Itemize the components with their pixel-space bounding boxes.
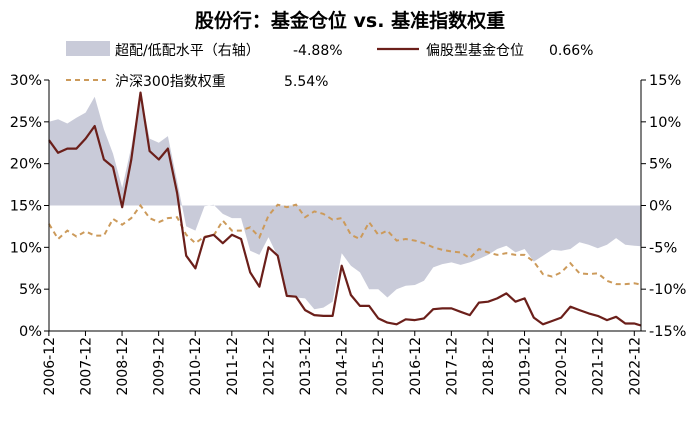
x-tick-label: 2012-12 (261, 337, 277, 396)
left-tick-label: 0% (19, 324, 42, 340)
chart-title: 股份行：基金仓位 vs. 基准指数权重 (195, 9, 505, 32)
x-tick-label: 2015-12 (371, 337, 387, 396)
right-tick-label: -15% (649, 324, 686, 340)
x-tick-label: 2016-12 (408, 337, 424, 396)
x-tick-label: 2018-12 (481, 337, 497, 396)
legend-label-fund: 偏股型基金仓位 (426, 42, 524, 59)
legend-swatch-overweight (66, 41, 110, 56)
x-tick-label: 2013-12 (298, 337, 314, 396)
left-tick-label: 5% (19, 282, 42, 298)
right-tick-label: -5% (649, 240, 677, 256)
x-tick-label: 2014-12 (335, 337, 351, 396)
legend-label-index: 沪深300指数权重 (115, 74, 226, 90)
legend-value-index: 5.54% (284, 74, 328, 90)
overweight-area (49, 92, 641, 310)
x-tick-label: 2007-12 (78, 337, 94, 396)
right-tick-label: 15% (649, 73, 681, 89)
legend-label-overweight: 超配/低配水平（右轴） (115, 43, 260, 59)
legend-value-fund: 0.66% (549, 43, 593, 59)
x-tick-label: 2011-12 (225, 337, 241, 396)
legend-value-overweight: -4.88% (293, 43, 343, 59)
x-tick-label: 2017-12 (444, 337, 460, 396)
x-tick-label: 2010-12 (188, 337, 204, 396)
right-tick-label: 5% (649, 157, 672, 173)
x-tick-label: 2019-12 (518, 337, 534, 396)
left-tick-label: 10% (10, 240, 42, 256)
legend: 超配/低配水平（右轴） -4.88% 偏股型基金仓位 0.66% 沪深300指数… (66, 41, 593, 90)
x-tick-label: 2020-12 (554, 337, 570, 396)
plot-area: 0% 5% 10% 15% 20% 25% 30% -15% -10% -5% 0% 5% 10% 15%… (10, 73, 687, 396)
x-tick-label: 2006-12 (42, 337, 58, 396)
x-tick-label: 2009-12 (152, 337, 168, 396)
right-tick-label: 0% (649, 199, 672, 215)
left-tick-label: 25% (10, 115, 42, 131)
right-tick-label: 10% (649, 115, 681, 131)
left-tick-label: 15% (10, 199, 42, 215)
x-tick-label: 2021-12 (591, 337, 607, 396)
right-tick-label: -10% (649, 282, 686, 298)
x-tick-label: 2022-12 (627, 337, 643, 396)
left-tick-label: 30% (10, 73, 42, 89)
left-tick-label: 20% (10, 157, 42, 173)
fund-position-line (48, 91, 642, 327)
x-tick-label: 2008-12 (115, 337, 131, 396)
